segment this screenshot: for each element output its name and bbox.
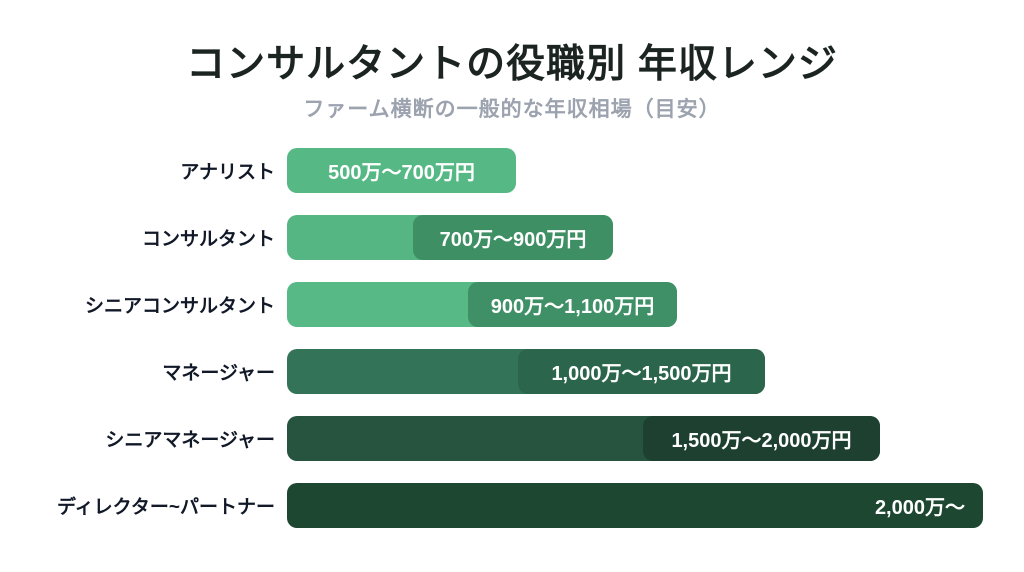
- salary-range-pill: 700万〜900万円: [413, 215, 613, 260]
- salary-range-label: 900万〜1,100万円: [490, 296, 655, 318]
- chart-title: コンサルタントの役職別 年収レンジ: [186, 43, 838, 86]
- salary-range-label: 700万〜900万円: [439, 229, 587, 251]
- category-label: シニアコンサルタント: [84, 296, 275, 317]
- category-label: コンサルタント: [141, 229, 275, 250]
- chart-row: コンサルタント 700万〜900万円: [0, 215, 1024, 260]
- chart-row: シニアコンサルタント 900万〜1,100万円: [0, 282, 1024, 327]
- salary-bar: 700万〜900万円: [287, 215, 613, 260]
- salary-range-pill: 900万〜1,100万円: [468, 282, 677, 327]
- salary-range-label: 500万〜700万円: [328, 162, 475, 184]
- chart-rows: アナリスト 500万〜700万円コンサルタント 700万〜900万円シニアコンサルタ…: [0, 148, 1024, 528]
- chart-row: マネージャー 1,000万〜1,500万円: [0, 349, 1024, 394]
- chart-row: ディレクター~パートナー 2,000万〜: [0, 483, 1024, 528]
- salary-range-pill: 1,000万〜1,500万円: [518, 349, 765, 394]
- salary-bar: 1,500万〜2,000万円: [287, 416, 880, 461]
- salary-bar: 500万〜700万円: [287, 148, 516, 193]
- chart-row: アナリスト 500万〜700万円: [0, 148, 1024, 193]
- salary-range-label: 1,500万〜2,000万円: [671, 430, 852, 452]
- category-label: アナリスト: [180, 162, 275, 183]
- category-label: シニアマネージャー: [105, 430, 275, 451]
- salary-range-pill: 1,500万〜2,000万円: [643, 416, 880, 461]
- salary-bar: 900万〜1,100万円: [287, 282, 677, 327]
- chart-row: シニアマネージャー 1,500万〜2,000万円: [0, 416, 1024, 461]
- chart-subtitle: ファーム横断の一般的な年収相場（目安）: [303, 98, 721, 121]
- salary-range-label: 1,000万〜1,500万円: [551, 363, 732, 385]
- salary-range-label: 2,000万〜: [874, 497, 965, 519]
- category-label: ディレクター~パートナー: [56, 497, 275, 518]
- salary-bar: 1,000万〜1,500万円: [287, 349, 765, 394]
- category-label: マネージャー: [162, 363, 275, 384]
- salary-bar: 2,000万〜: [287, 483, 983, 528]
